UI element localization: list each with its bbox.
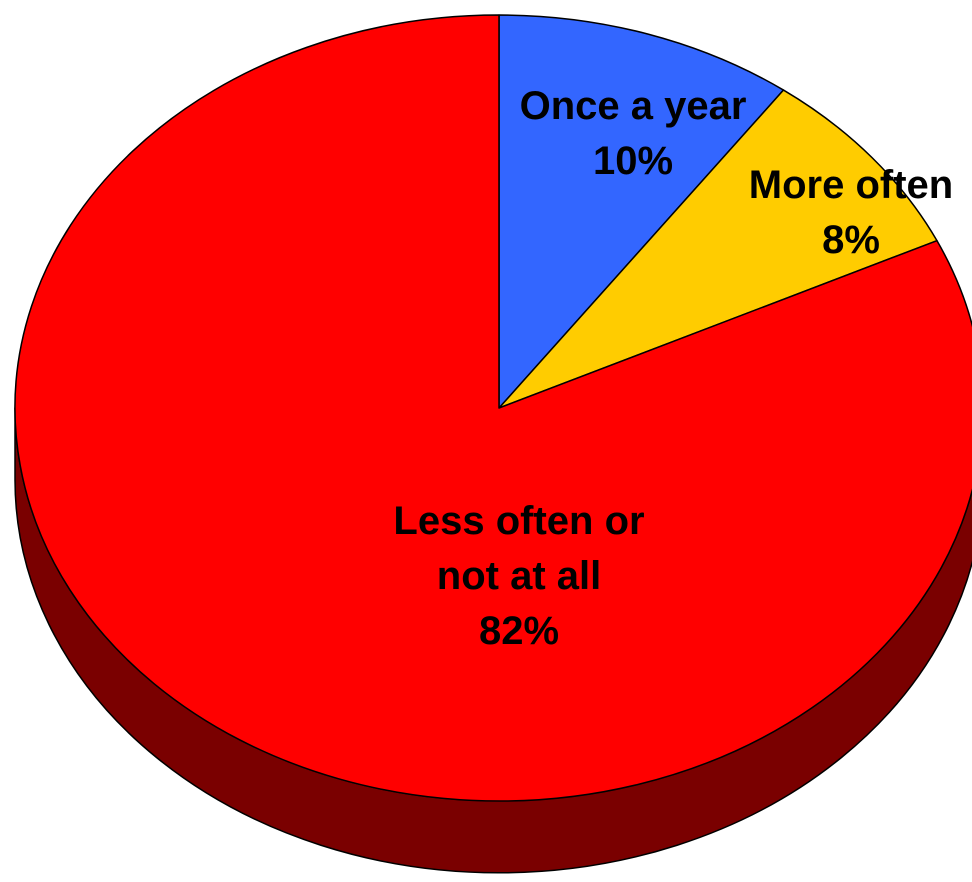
pie-labels: Once a year 10% More often 8% Less often or n… xyxy=(393,84,953,653)
slice-label-line: 8% xyxy=(822,218,880,262)
slice-label-line: 82% xyxy=(479,609,559,653)
slice-label-line: Less often or xyxy=(393,499,644,543)
slice-label-line: Once a year xyxy=(520,84,747,128)
pie-top xyxy=(14,14,972,802)
slice-label-more-often: More often 8% xyxy=(749,163,953,262)
pie-slice-less-often-or-not-at-all xyxy=(14,14,972,802)
slice-label-line: 10% xyxy=(593,139,673,183)
slice-label-once-a-year: Once a year 10% xyxy=(520,84,747,183)
slice-label-line: not at all xyxy=(437,554,601,598)
pie-slice-once-a-year xyxy=(498,14,785,409)
pie-slice-more-often xyxy=(498,89,938,409)
slice-label-line: More often xyxy=(749,163,953,207)
slice-label-less-often-or-not-at-all: Less often or not at all 82% xyxy=(393,499,644,653)
